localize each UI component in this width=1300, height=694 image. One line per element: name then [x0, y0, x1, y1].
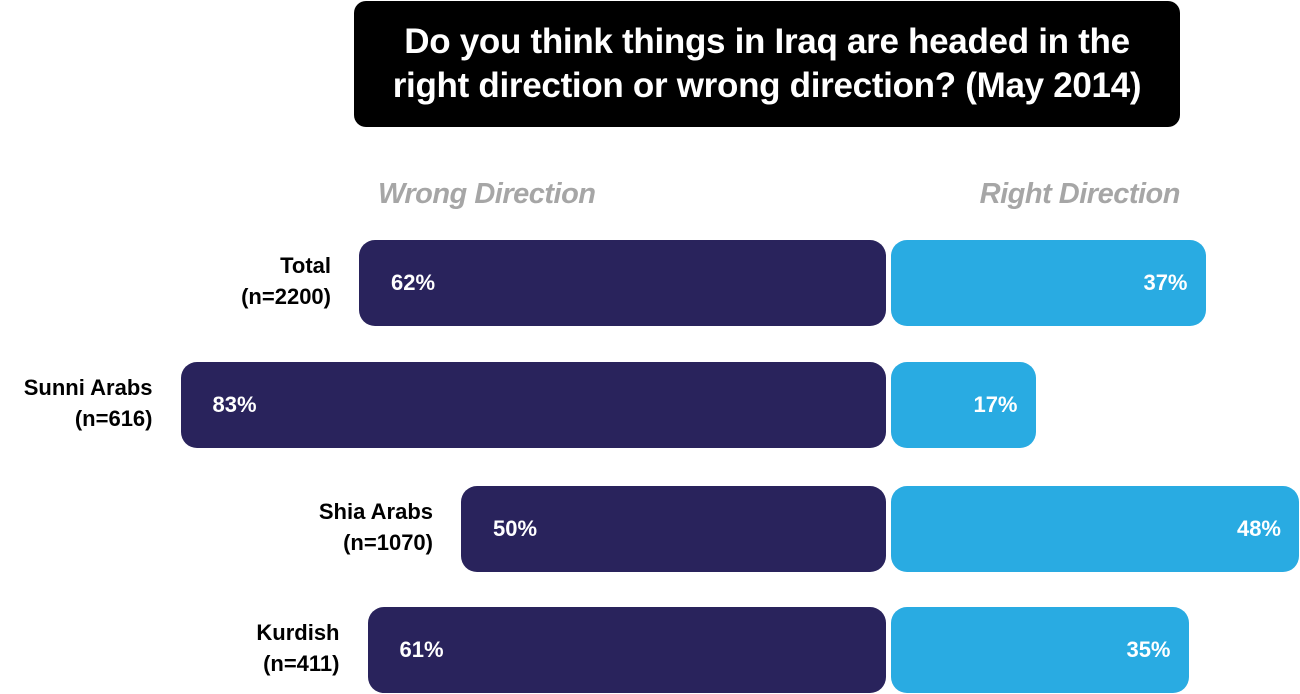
chart-title: Do you think things in Iraq are headed i… [392, 22, 1142, 105]
value-label-wrong: 61% [399, 637, 444, 662]
category-name: Shia Arabs [318, 499, 433, 524]
category-sample-size: (n=1070) [343, 530, 433, 555]
bar-wrong-kurdish: 61% [367, 607, 886, 693]
bar-wrong-sunni-arabs: 83% [180, 362, 886, 448]
category-sample-size: (n=2200) [241, 284, 331, 309]
category-label-shia-arabs: Shia Arabs (n=1070) [173, 496, 433, 558]
value-label-right: 48% [1236, 516, 1281, 541]
category-name: Total [280, 253, 331, 278]
category-label-kurdish: Kurdish (n=411) [80, 617, 340, 679]
bar-right-total: 37% [891, 240, 1206, 326]
category-name: Sunni Arabs [23, 375, 153, 400]
category-sample-size: (n=411) [263, 651, 340, 676]
value-label-right: 37% [1143, 270, 1188, 295]
bar-right-kurdish: 35% [891, 607, 1189, 693]
category-sample-size: (n=616) [74, 406, 153, 431]
bar-right-shia-arabs: 48% [891, 486, 1299, 572]
value-label-right: 35% [1126, 637, 1171, 662]
legend-wrong-direction: Wrong Direction [378, 178, 596, 210]
bar-right-sunni-arabs: 17% [891, 362, 1036, 448]
value-label-wrong: 83% [212, 392, 257, 417]
category-label-sunni-arabs: Sunni Arabs (n=616) [0, 372, 153, 434]
category-name: Kurdish [256, 620, 340, 645]
value-label-right: 17% [973, 392, 1018, 417]
category-label-total: Total (n=2200) [71, 250, 331, 312]
legend-right-direction: Right Direction [979, 178, 1181, 210]
chart-title-box: Do you think things in Iraq are headed i… [354, 1, 1180, 127]
bar-wrong-total: 62% [359, 240, 886, 326]
value-label-wrong: 62% [391, 270, 436, 295]
bar-wrong-shia-arabs: 50% [461, 486, 886, 572]
value-label-wrong: 50% [493, 516, 538, 541]
